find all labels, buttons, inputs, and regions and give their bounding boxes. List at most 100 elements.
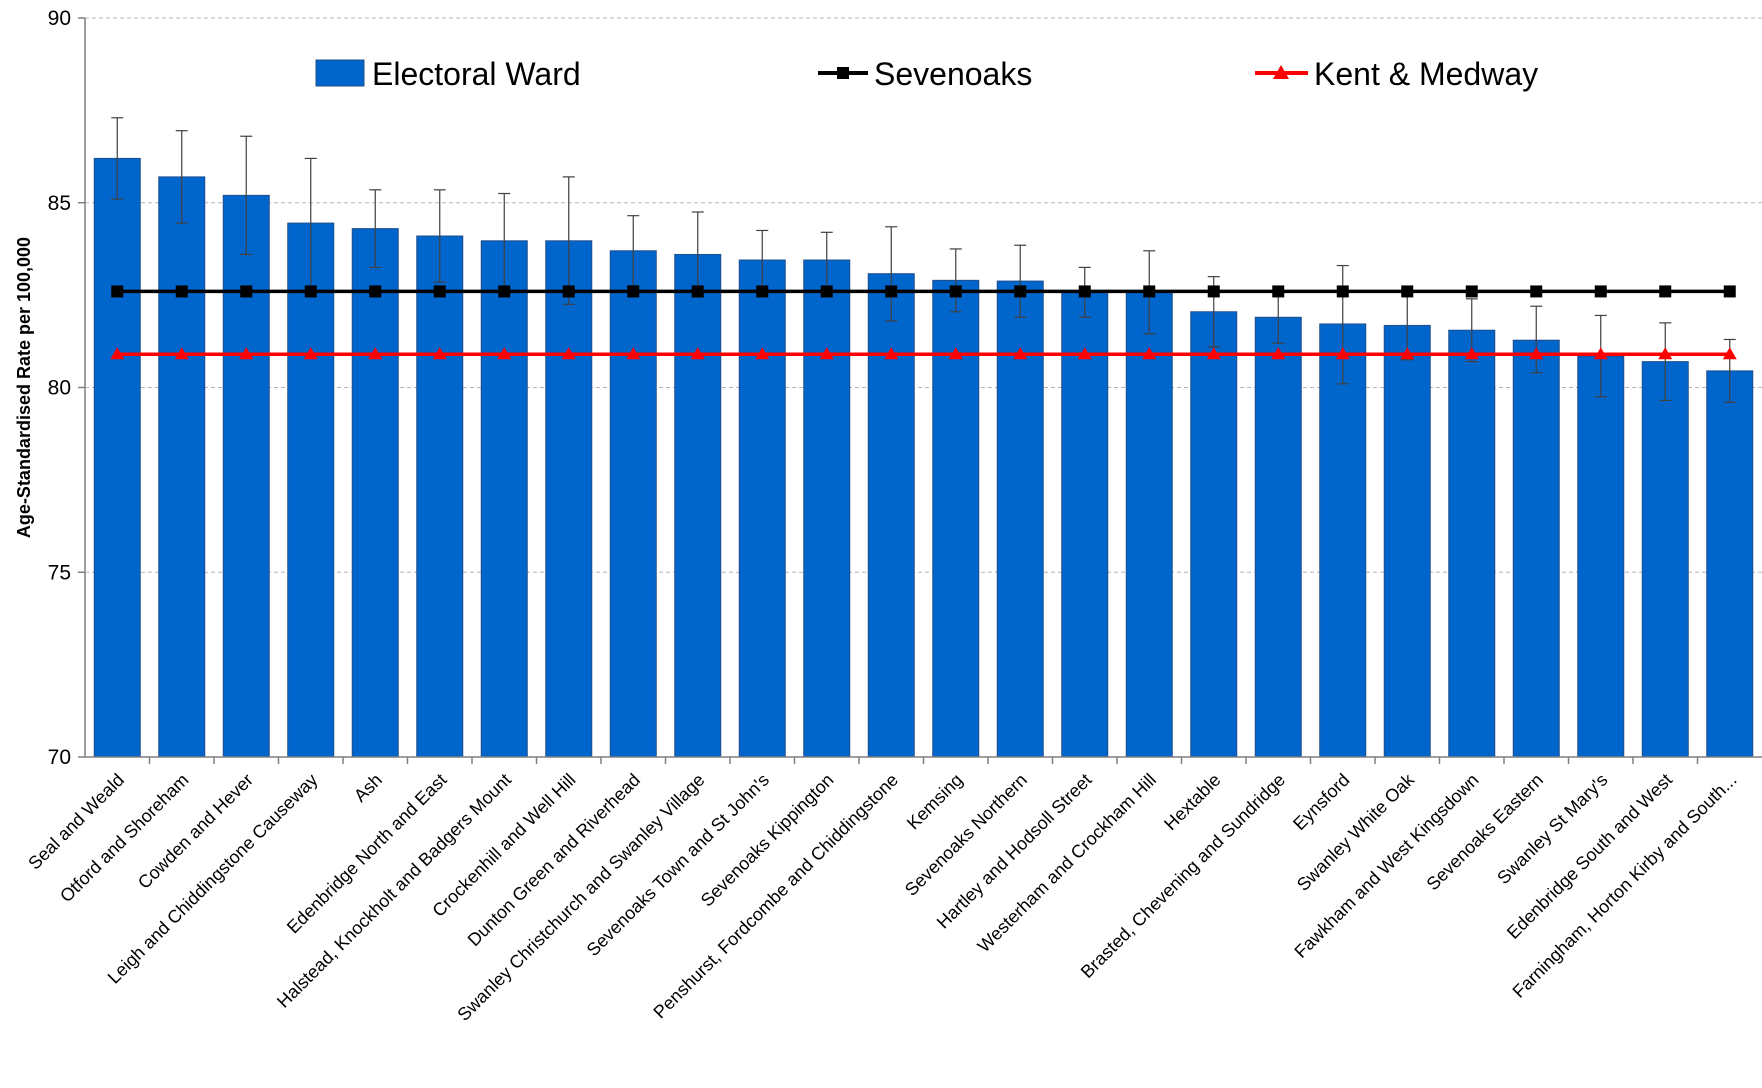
kent-medway-marker <box>432 347 447 360</box>
legend-label-kent-medway: Kent & Medway <box>1314 56 1538 92</box>
bar <box>1448 329 1496 758</box>
bar <box>1319 323 1367 758</box>
bar <box>609 250 657 758</box>
bar <box>416 235 464 758</box>
bar <box>480 240 528 758</box>
sevenoaks-marker <box>304 285 317 298</box>
bar <box>1061 290 1109 758</box>
y-axis-title: Age-Standardised Rate per 100,000 <box>14 237 34 538</box>
kent-medway-marker <box>948 347 963 360</box>
kent-medway-marker <box>690 347 705 360</box>
kent-medway-marker <box>1400 347 1415 360</box>
sevenoaks-marker <box>498 285 511 298</box>
bar <box>93 157 141 758</box>
sevenoaks-marker <box>1401 285 1414 298</box>
kent-medway-marker <box>1658 347 1673 360</box>
legend-label-electoral-ward: Electoral Ward <box>372 56 581 92</box>
category-label: Penshurst, Fordcombe and Chiddingstone <box>649 770 902 1023</box>
legend-item-sevenoaks: Sevenoaks <box>818 56 1032 92</box>
category-label: Farningham, Horton Kirby and South... <box>1509 770 1741 1002</box>
bar <box>1190 311 1238 758</box>
kent-medway-marker <box>303 347 318 360</box>
sevenoaks-marker <box>1465 285 1478 298</box>
kent-medway-marker <box>1529 347 1544 360</box>
sevenoaks-marker <box>1014 285 1027 298</box>
kent-medway-marker <box>884 347 899 360</box>
axes: 70 75 80 85 90 <box>48 7 1762 769</box>
legend-marker-square <box>837 67 849 79</box>
bar <box>996 280 1044 758</box>
bar <box>158 176 206 758</box>
category-label: Swanley White Oak <box>1293 769 1419 895</box>
sevenoaks-marker <box>240 285 253 298</box>
category-label: Sevenoaks Eastern <box>1423 770 1548 895</box>
sevenoaks-marker <box>1723 285 1736 298</box>
category-label: Cowden and Hever <box>134 770 257 893</box>
bar <box>1254 316 1302 758</box>
sevenoaks-marker <box>1272 285 1285 298</box>
y-tick-label: 90 <box>48 7 71 30</box>
sevenoaks-marker <box>369 285 382 298</box>
bar <box>1577 355 1625 758</box>
category-label: Hextable <box>1160 770 1224 834</box>
kent-medway-marker <box>819 347 834 360</box>
sevenoaks-marker <box>562 285 575 298</box>
sevenoaks-marker <box>433 285 446 298</box>
kent-medway-marker <box>561 347 576 360</box>
bars <box>93 157 1754 758</box>
error-bars <box>111 117 1736 403</box>
bar <box>545 240 593 758</box>
legend-item-kent-medway: Kent & Medway <box>1255 56 1538 92</box>
bar <box>803 259 851 758</box>
kent-medway-marker <box>174 347 189 360</box>
legend: Electoral Ward Sevenoaks Kent & Medway <box>315 56 1538 92</box>
bar <box>1512 339 1560 758</box>
kent-medway-marker <box>497 347 512 360</box>
y-tick-label: 85 <box>48 192 71 215</box>
bar <box>867 273 915 758</box>
kent-medway-marker <box>1271 347 1286 360</box>
gridlines <box>85 17 1762 573</box>
bar <box>932 279 980 758</box>
y-tick-label: 70 <box>48 746 71 769</box>
sevenoaks-marker <box>885 285 898 298</box>
sevenoaks-marker <box>756 285 769 298</box>
sevenoaks-marker <box>1530 285 1543 298</box>
bar <box>738 259 786 758</box>
sevenoaks-marker <box>1143 285 1156 298</box>
legend-item-electoral-ward: Electoral Ward <box>315 56 581 92</box>
sevenoaks-marker <box>1594 285 1607 298</box>
kent-medway-marker <box>626 347 641 360</box>
bar <box>1125 290 1173 758</box>
kent-medway-marker <box>368 347 383 360</box>
legend-marker-triangle <box>1273 65 1289 79</box>
kent-medway-marker <box>1206 347 1221 360</box>
bar <box>1641 361 1689 758</box>
kent-medway-marker <box>1464 347 1479 360</box>
category-label: Ash <box>350 770 386 806</box>
y-tick-label: 75 <box>48 561 71 584</box>
sevenoaks-marker <box>949 285 962 298</box>
y-tick-label: 80 <box>48 377 71 400</box>
category-label: Halstead, Knockholt and Badgers Mount <box>273 770 515 1012</box>
reference-lines <box>110 285 1737 360</box>
category-label: Kemsing <box>903 770 967 834</box>
bar <box>351 228 399 758</box>
kent-medway-marker <box>1142 347 1157 360</box>
kent-medway-marker <box>239 347 254 360</box>
category-label: Swanley St Mary's <box>1493 770 1611 888</box>
sevenoaks-marker <box>1659 285 1672 298</box>
kent-medway-marker <box>1013 347 1028 360</box>
legend-label-sevenoaks: Sevenoaks <box>874 56 1032 92</box>
kent-medway-marker <box>755 347 770 360</box>
bar <box>1383 324 1431 758</box>
sevenoaks-marker <box>820 285 833 298</box>
kent-medway-marker <box>1077 347 1092 360</box>
kent-medway-marker <box>110 347 125 360</box>
bar <box>287 222 335 758</box>
category-label: Sevenoaks Northern <box>901 770 1031 900</box>
sevenoaks-marker <box>111 285 124 298</box>
sevenoaks-marker <box>627 285 640 298</box>
